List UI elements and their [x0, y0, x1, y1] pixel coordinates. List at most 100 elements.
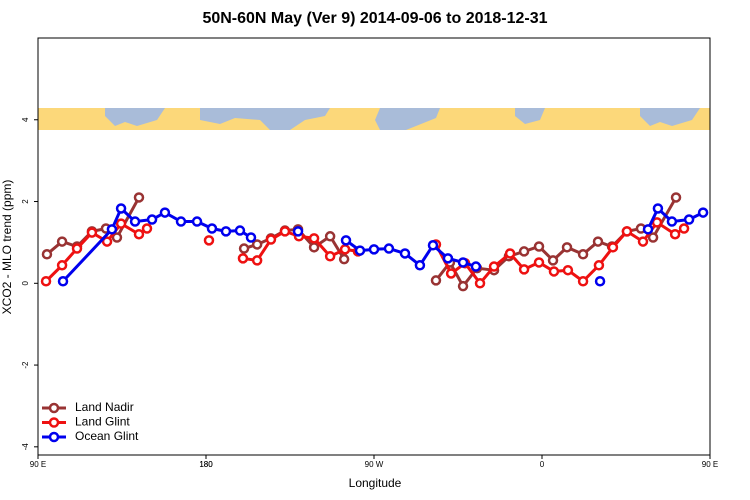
data-point: [279, 226, 291, 237]
data-point: [324, 251, 336, 262]
data-point: [637, 236, 649, 247]
data-point: [647, 232, 659, 243]
data-point: [203, 235, 215, 246]
map-sea: [640, 108, 700, 126]
data-point: [533, 257, 545, 268]
data-point: [383, 243, 395, 254]
data-point: [445, 268, 457, 279]
data-point: [607, 242, 619, 253]
map-sea: [105, 108, 165, 126]
data-point: [146, 214, 158, 225]
data-point: [427, 240, 439, 251]
data-point: [41, 249, 53, 260]
data-point: [414, 260, 426, 271]
y-axis-label: XCO2 - MLO trend (ppm): [0, 180, 14, 315]
data-point: [338, 253, 350, 265]
x-tick-label: 90 W: [365, 460, 384, 469]
data-point: [577, 276, 589, 287]
data-point: [40, 276, 52, 287]
data-point: [652, 203, 664, 214]
data-point: [518, 246, 530, 257]
data-point: [340, 235, 352, 246]
data-point: [101, 236, 113, 247]
legend-label: Ocean Glint: [75, 429, 139, 443]
x-tick-label: 90 E: [702, 460, 718, 469]
x-tick-label: 90 E: [30, 460, 46, 469]
chart-title: 50N-60N May (Ver 9) 2014-09-06 to 2018-1…: [202, 10, 547, 27]
data-point: [245, 232, 257, 243]
data-point: [56, 260, 68, 271]
x-tick-label: 0: [540, 460, 545, 469]
data-point: [642, 224, 654, 235]
data-point: [368, 244, 380, 255]
data-point: [175, 216, 187, 227]
data-point: [133, 192, 145, 203]
data-point: [86, 227, 98, 238]
map-sea: [375, 108, 440, 130]
data-point: [129, 216, 141, 227]
data-point: [670, 192, 682, 203]
data-point: [430, 275, 442, 286]
data-point: [324, 231, 336, 242]
data-point: [547, 255, 559, 266]
data-point: [206, 223, 218, 234]
data-point: [666, 216, 678, 227]
x-axis-label: Longitude: [349, 476, 402, 490]
data-point: [339, 244, 351, 255]
y-tick-label: -4: [21, 443, 30, 451]
x-tick-label: 180: [199, 460, 213, 469]
legend-marker: [48, 431, 60, 443]
map-sea: [200, 108, 330, 130]
y-tick-label: -2: [21, 361, 30, 369]
data-point: [533, 241, 545, 252]
data-point: [308, 233, 320, 244]
legend-marker: [48, 402, 60, 414]
data-point: [669, 228, 681, 240]
data-point: [251, 255, 263, 266]
y-tick-label: 0: [21, 281, 30, 286]
data-point: [191, 216, 203, 227]
legend-label: Land Nadir: [75, 400, 134, 414]
data-point: [71, 243, 83, 254]
data-point: [621, 226, 633, 237]
data-point: [220, 226, 232, 237]
data-point: [651, 217, 663, 228]
data-point: [678, 223, 690, 234]
series-line: [345, 239, 477, 268]
data-point: [115, 203, 127, 214]
data-point: [106, 224, 118, 235]
data-point: [683, 214, 695, 225]
legend-marker: [48, 417, 60, 428]
data-point: [561, 242, 573, 253]
data-point: [562, 264, 574, 276]
y-tick-label: 2: [21, 199, 30, 204]
map-sea: [515, 108, 545, 124]
data-point: [111, 232, 123, 243]
data-point: [577, 249, 589, 260]
data-point: [592, 236, 604, 247]
data-point: [518, 264, 530, 275]
data-point: [442, 253, 454, 264]
data-point: [504, 248, 516, 259]
data-point: [474, 278, 486, 289]
data-point: [457, 257, 469, 268]
data-point: [237, 253, 249, 264]
data-point: [115, 218, 127, 229]
data-point: [238, 243, 250, 254]
y-tick-label: 4: [21, 117, 30, 122]
data-point: [56, 236, 68, 247]
data-point: [159, 207, 171, 218]
data-point: [265, 234, 277, 245]
data-point: [251, 239, 263, 250]
data-point: [308, 242, 320, 253]
data-point: [354, 245, 366, 256]
data-point: [697, 207, 709, 218]
legend-label: Land Glint: [75, 415, 130, 429]
data-point: [594, 276, 606, 287]
x-tick-label: 180: [199, 460, 213, 469]
data-point: [292, 226, 304, 237]
data-point: [470, 261, 482, 272]
data-point: [141, 223, 153, 234]
